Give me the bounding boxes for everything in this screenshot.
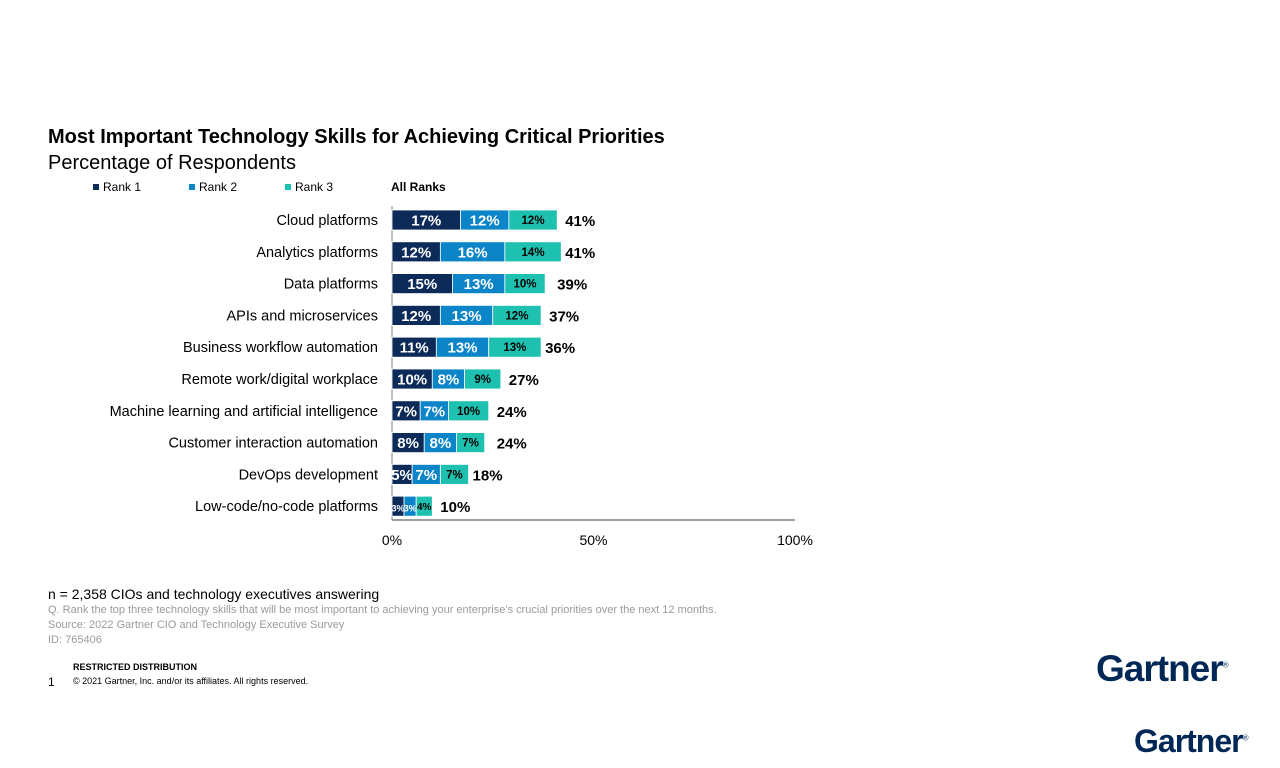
data-label: 12% (470, 213, 500, 230)
data-label: 7% (415, 467, 437, 484)
bar-segment (464, 368, 502, 390)
legend-swatch-rank1 (93, 184, 99, 190)
gartner-logo: Gartner® (1096, 648, 1229, 689)
restricted-distribution: RESTRICTED DISTRIBUTION (73, 662, 198, 672)
data-label: 8% (397, 435, 419, 452)
category-label: Remote work/digital workplace (181, 372, 378, 388)
data-label: 9% (474, 374, 491, 386)
data-label: 8% (430, 435, 452, 452)
data-label: 10% (457, 406, 480, 418)
legend-item-rank2: Rank 2 (189, 180, 285, 194)
survey-question: Q. Rank the top three technology skills … (48, 604, 717, 616)
bar-segment (456, 432, 486, 454)
total-label: 24% (497, 436, 527, 453)
bar-segment (508, 209, 558, 231)
legend-item-rank1: Rank 1 (93, 180, 189, 194)
total-label: 37% (549, 308, 579, 325)
data-label: 7% (395, 403, 417, 420)
all-ranks-label: All Ranks (391, 180, 446, 194)
data-label: 4% (417, 502, 432, 513)
chart-title: Most Important Technology Skills for Ach… (48, 126, 665, 148)
total-label: 41% (565, 245, 595, 262)
data-label: 14% (522, 247, 545, 259)
bar-segment (488, 336, 542, 358)
data-label: 7% (462, 438, 479, 450)
bar-segment (415, 495, 433, 517)
data-label: 13% (503, 342, 526, 354)
data-label: 3% (392, 504, 405, 514)
category-label: Low-code/no-code platforms (195, 499, 378, 515)
x-tick-label: 0% (382, 532, 402, 548)
category-label: Analytics platforms (256, 245, 378, 261)
data-label: 13% (452, 308, 482, 325)
x-tick-label: 100% (777, 532, 813, 548)
data-label: 10% (397, 372, 427, 389)
sample-size-note: n = 2,358 CIOs and technology executives… (48, 586, 380, 602)
source-note: Source: 2022 Gartner CIO and Technology … (48, 619, 345, 631)
bar-segment (439, 463, 469, 485)
data-label: 7% (423, 403, 445, 420)
legend-label-rank1: Rank 1 (103, 180, 142, 194)
total-label: 41% (565, 213, 595, 230)
data-label: 13% (464, 276, 494, 293)
copyright-notice: © 2021 Gartner, Inc. and/or its affiliat… (73, 676, 309, 686)
legend-item-rank3: Rank 3 (285, 180, 381, 194)
category-label: Business workflow automation (183, 340, 378, 356)
bar-segment (448, 400, 490, 422)
chart-legend: Rank 1 Rank 2 Rank 3 (93, 180, 381, 194)
data-label: 8% (438, 372, 460, 389)
data-label: 10% (513, 279, 536, 291)
category-label: APIs and microservices (227, 308, 379, 324)
category-label: Machine learning and artificial intellig… (110, 404, 378, 420)
category-label: Cloud platforms (276, 213, 378, 229)
category-label: DevOps development (239, 467, 378, 483)
bar-segment (492, 304, 542, 326)
data-label: 12% (401, 244, 431, 261)
data-label: 15% (407, 276, 437, 293)
category-label: Data platforms (284, 277, 378, 293)
total-label: 39% (557, 277, 587, 294)
chart-subtitle: Percentage of Respondents (48, 152, 296, 174)
page-number: 1 (48, 675, 55, 689)
bar-segment (504, 273, 546, 295)
data-label: 5% (391, 467, 413, 484)
category-label: Customer interaction automation (168, 436, 378, 452)
data-label: 7% (446, 469, 463, 481)
data-label: 12% (505, 310, 528, 322)
legend-label-rank2: Rank 2 (199, 180, 238, 194)
data-label: 17% (411, 213, 441, 230)
gartner-logo-small: Gartner® (1134, 723, 1249, 759)
legend-swatch-rank2 (189, 184, 195, 190)
x-tick-label: 50% (579, 532, 607, 548)
document-id: ID: 765406 (48, 634, 102, 646)
data-label: 12% (522, 215, 545, 227)
data-label: 3% (404, 504, 417, 514)
total-label: 18% (473, 467, 503, 484)
bar-segment (504, 241, 562, 263)
data-label: 11% (400, 340, 429, 357)
legend-swatch-rank3 (285, 184, 291, 190)
total-label: 27% (509, 372, 539, 389)
data-label: 16% (458, 244, 488, 261)
total-label: 36% (545, 340, 575, 357)
data-label: 12% (401, 308, 431, 325)
legend-label-rank3: Rank 3 (295, 180, 334, 194)
total-label: 10% (440, 499, 470, 516)
total-label: 24% (497, 404, 527, 421)
data-label: 13% (448, 340, 478, 357)
